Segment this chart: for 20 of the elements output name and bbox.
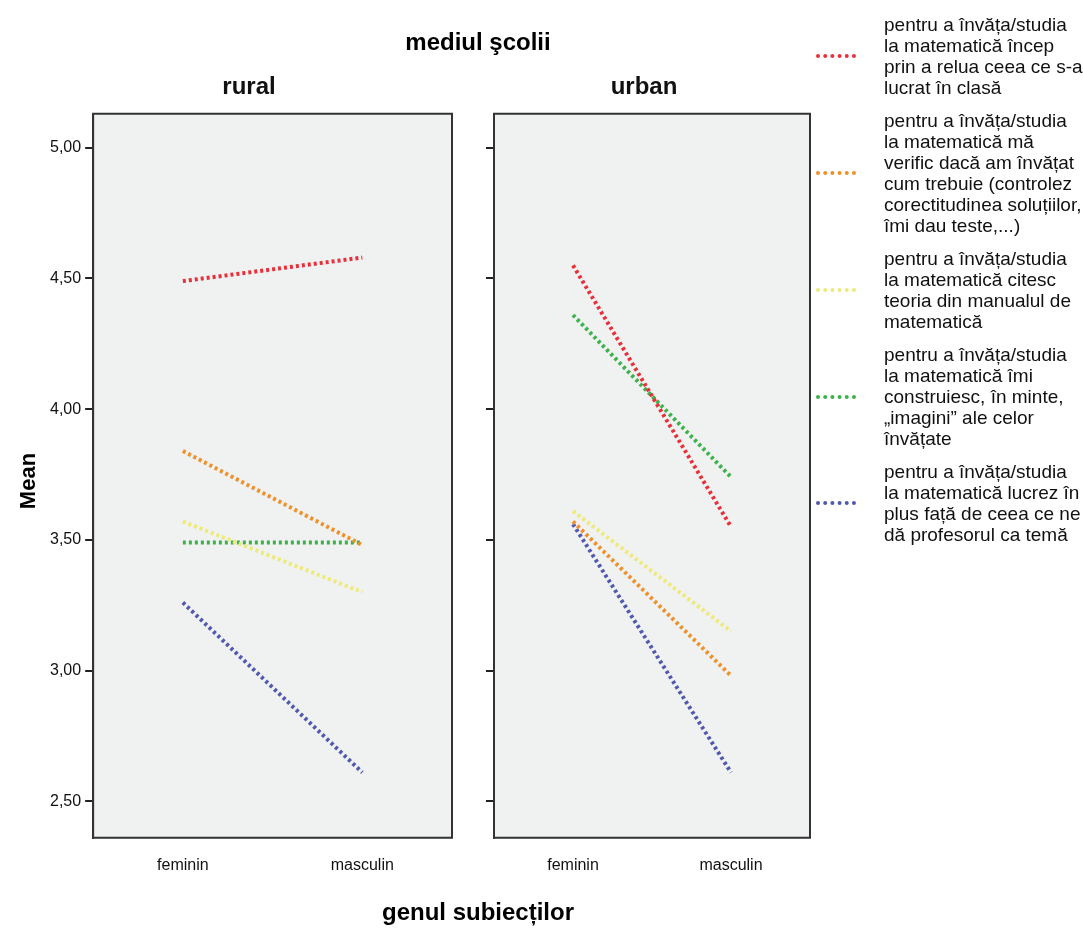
y-axis-title: Mean bbox=[15, 451, 41, 512]
chart-title: urban bbox=[610, 72, 678, 100]
x-tick-label: feminin bbox=[547, 855, 599, 873]
y-tick-label: 3,00 bbox=[50, 660, 82, 678]
y-tick-label: 2,50 bbox=[50, 791, 82, 809]
x-tick-label: masculin bbox=[330, 855, 394, 873]
legend-label: pentru a învăța/studia la matematică citesc teoria din manualul de matematică bbox=[884, 248, 1072, 332]
x-tick-label: feminin bbox=[157, 855, 209, 873]
text: mediul şcolii bbox=[404, 28, 552, 56]
chart-title: rural bbox=[222, 72, 276, 100]
x-axis-title: genul subiecților bbox=[381, 898, 575, 926]
x-tick-label: masculin bbox=[699, 855, 763, 873]
legend-label: pentru a învăța/studia la matematică lucrez în plus față de ceea ce ne dă profesorul ca temă bbox=[884, 461, 1082, 545]
y-tick-label: 4,00 bbox=[50, 399, 82, 417]
legend-label: pentru a învăța/studia la matematică îmi construiesc, în minte, „imagini” ale celor învățate bbox=[884, 344, 1068, 449]
y-tick-label: 5,00 bbox=[50, 138, 82, 156]
y-tick-label: 3,50 bbox=[50, 530, 82, 548]
y-tick-label: 4,50 bbox=[50, 268, 82, 286]
legend-label: pentru a învăța/studia la matematică mă verific dacă am învățat cum trebuie (controlez corectitudinea soluțiilor, îmi dau teste,...) bbox=[884, 110, 1083, 236]
legend-label: pentru a învăța/studia la matematică încep prin a relua ceea ce s-a lucrat în clasă bbox=[884, 14, 1083, 98]
